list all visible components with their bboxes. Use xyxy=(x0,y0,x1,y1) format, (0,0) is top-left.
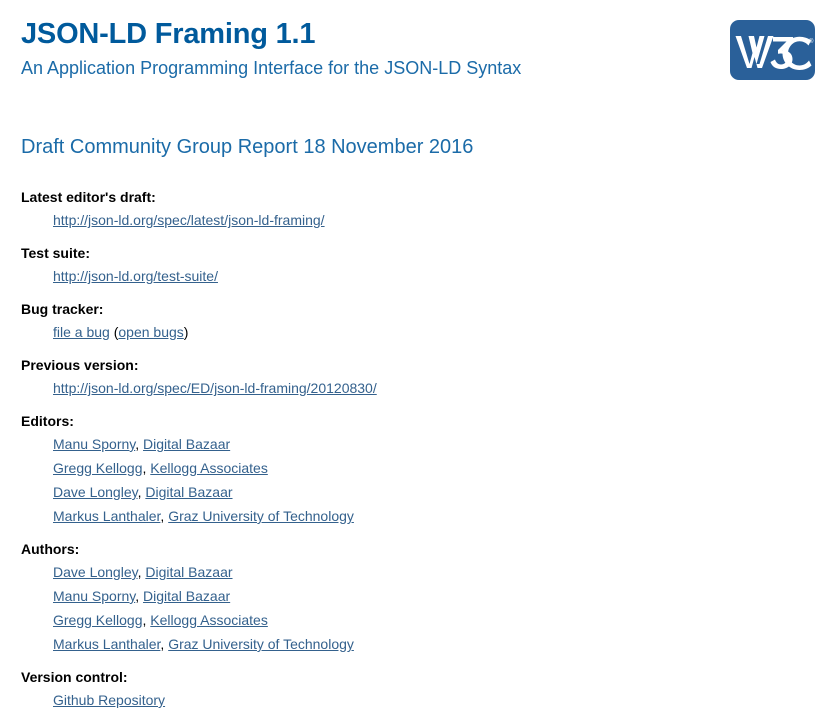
page-subtitle: An Application Programming Interface for… xyxy=(21,58,522,79)
meta-label-version-control: Version control: xyxy=(21,669,128,685)
meta-group-authors: Authors: Dave Longley, Digital Bazaar Ma… xyxy=(21,539,834,656)
meta-values-authors: Dave Longley, Digital Bazaar Manu Sporny… xyxy=(21,560,834,656)
link-editor-affiliation[interactable]: Digital Bazaar xyxy=(143,436,231,452)
author-row: Markus Lanthaler, Graz University of Tec… xyxy=(53,632,834,656)
meta-values-previous-version: http://json-ld.org/spec/ED/json-ld-frami… xyxy=(21,376,834,400)
link-author-affiliation[interactable]: Digital Bazaar xyxy=(145,564,233,580)
link-author-affiliation[interactable]: Kellogg Associates xyxy=(150,612,268,628)
link-author-name[interactable]: Gregg Kellogg xyxy=(53,612,143,628)
editor-row: Markus Lanthaler, Graz University of Tec… xyxy=(53,504,834,528)
link-open-bugs[interactable]: open bugs xyxy=(118,324,184,340)
author-row: Dave Longley, Digital Bazaar xyxy=(53,560,834,584)
meta-group-latest-editors-draft: Latest editor's draft: http://json-ld.or… xyxy=(21,187,834,232)
comma-separator: , xyxy=(142,460,151,476)
link-editor-affiliation[interactable]: Graz University of Technology xyxy=(168,508,354,524)
meta-label-test-suite: Test suite: xyxy=(21,245,90,261)
comma-separator: , xyxy=(135,588,144,604)
meta-label-bug-tracker: Bug tracker: xyxy=(21,301,104,317)
link-test-suite[interactable]: http://json-ld.org/test-suite/ xyxy=(53,268,218,284)
meta-group-test-suite: Test suite: http://json-ld.org/test-suit… xyxy=(21,243,834,288)
paren-open: ( xyxy=(109,324,119,340)
meta-label-authors: Authors: xyxy=(21,541,80,557)
document-metadata: Latest editor's draft: http://json-ld.or… xyxy=(0,159,834,712)
meta-label-previous-version: Previous version: xyxy=(21,357,139,373)
meta-label-editors: Editors: xyxy=(21,413,74,429)
meta-values-latest-editors-draft: http://json-ld.org/spec/latest/json-ld-f… xyxy=(21,208,834,232)
link-file-a-bug[interactable]: file a bug xyxy=(53,324,110,340)
document-header: JSON-LD Framing 1.1 An Application Progr… xyxy=(0,0,834,100)
meta-group-version-control: Version control: Github Repository xyxy=(21,667,834,712)
meta-values-editors: Manu Sporny, Digital Bazaar Gregg Kellog… xyxy=(21,432,834,528)
editor-row: Manu Sporny, Digital Bazaar xyxy=(53,432,834,456)
document-status: Draft Community Group Report 18 November… xyxy=(21,136,474,158)
author-row: Manu Sporny, Digital Bazaar xyxy=(53,584,834,608)
meta-group-bug-tracker: Bug tracker: file a bug (open bugs) xyxy=(21,299,834,344)
link-editor-name[interactable]: Dave Longley xyxy=(53,484,138,500)
author-row: Gregg Kellogg, Kellogg Associates xyxy=(53,608,834,632)
comma-separator: , xyxy=(142,612,151,628)
link-editor-affiliation[interactable]: Digital Bazaar xyxy=(145,484,233,500)
paren-close: ) xyxy=(183,324,189,340)
link-author-name[interactable]: Manu Sporny xyxy=(53,588,136,604)
comma-separator: , xyxy=(135,436,144,452)
meta-group-editors: Editors: Manu Sporny, Digital Bazaar Gre… xyxy=(21,411,834,528)
link-author-name[interactable]: Dave Longley xyxy=(53,564,138,580)
link-author-affiliation[interactable]: Digital Bazaar xyxy=(143,588,231,604)
comma-separator: , xyxy=(160,636,169,652)
editor-row: Gregg Kellogg, Kellogg Associates xyxy=(53,456,834,480)
link-editor-name[interactable]: Markus Lanthaler xyxy=(53,508,161,524)
link-editor-name[interactable]: Gregg Kellogg xyxy=(53,460,143,476)
meta-value-row: http://json-ld.org/test-suite/ xyxy=(53,264,834,288)
meta-value-row: http://json-ld.org/spec/latest/json-ld-f… xyxy=(53,208,834,232)
meta-group-previous-version: Previous version: http://json-ld.org/spe… xyxy=(21,355,834,400)
page-title: JSON-LD Framing 1.1 xyxy=(21,18,316,50)
link-github-repository[interactable]: Github Repository xyxy=(53,692,166,708)
meta-value-row: http://json-ld.org/spec/ED/json-ld-frami… xyxy=(53,376,834,400)
link-author-name[interactable]: Markus Lanthaler xyxy=(53,636,161,652)
link-author-affiliation[interactable]: Graz University of Technology xyxy=(168,636,354,652)
meta-values-test-suite: http://json-ld.org/test-suite/ xyxy=(21,264,834,288)
link-latest-editors-draft[interactable]: http://json-ld.org/spec/latest/json-ld-f… xyxy=(53,212,325,228)
meta-values-bug-tracker: file a bug (open bugs) xyxy=(21,320,834,344)
w3c-logo[interactable]: ® xyxy=(730,20,815,80)
comma-separator: , xyxy=(160,508,169,524)
comma-separator: , xyxy=(137,484,146,500)
meta-value-row: file a bug (open bugs) xyxy=(53,320,834,344)
link-editor-name[interactable]: Manu Sporny xyxy=(53,436,136,452)
link-previous-version[interactable]: http://json-ld.org/spec/ED/json-ld-frami… xyxy=(53,380,377,396)
registered-trademark-symbol: ® xyxy=(809,38,814,45)
comma-separator: , xyxy=(137,564,146,580)
editor-row: Dave Longley, Digital Bazaar xyxy=(53,480,834,504)
link-editor-affiliation[interactable]: Kellogg Associates xyxy=(150,460,268,476)
meta-label-latest-editors-draft: Latest editor's draft: xyxy=(21,189,156,205)
